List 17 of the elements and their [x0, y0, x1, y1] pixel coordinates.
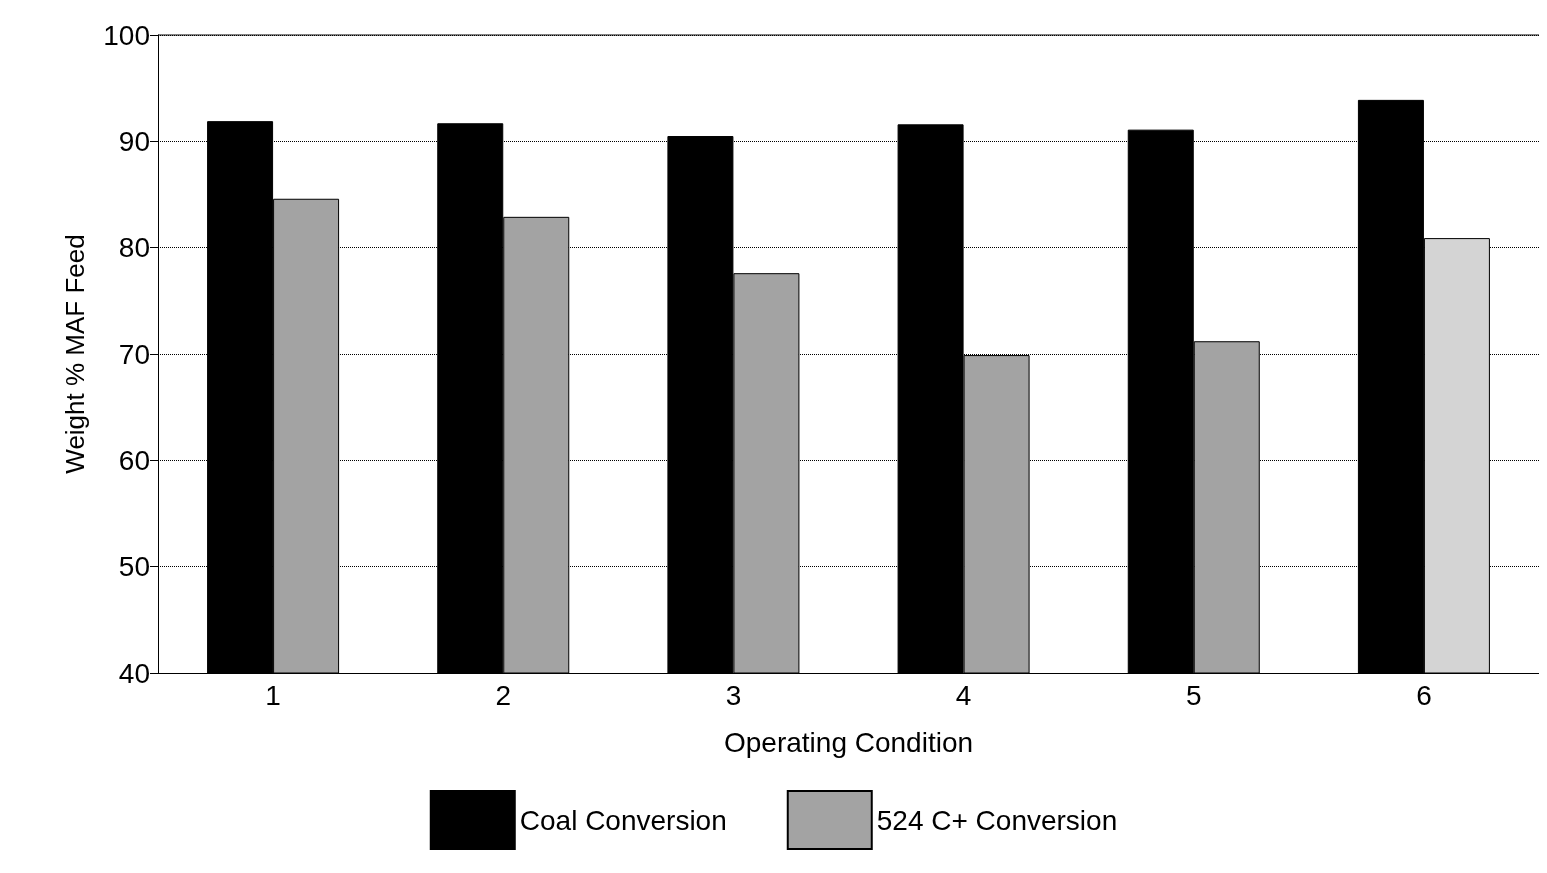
x-tick-label: 5	[1185, 679, 1202, 711]
y-tick-label: 70	[118, 338, 150, 370]
y-tick-label: 80	[118, 232, 150, 264]
y-tick-label: 60	[118, 444, 150, 476]
y-tick-label: 100	[103, 19, 150, 51]
x-tick-label: 3	[725, 679, 742, 711]
x-tick-label: 6	[1416, 679, 1432, 711]
legend-label: 524 C+ Conversion	[876, 804, 1118, 836]
y-tick-label: 50	[118, 551, 150, 583]
y-tick-label: 40	[118, 657, 150, 689]
x-tick-label: 4	[955, 679, 972, 711]
x-axis-title: Operating Condition	[723, 726, 974, 758]
x-tick-label: 2	[495, 679, 512, 711]
legend-label: Coal Conversion	[519, 804, 727, 836]
y-axis-title: Weight % MAF Feed	[60, 234, 90, 474]
y-tick-label: 90	[118, 125, 150, 157]
x-tick-label: 1	[265, 679, 281, 711]
